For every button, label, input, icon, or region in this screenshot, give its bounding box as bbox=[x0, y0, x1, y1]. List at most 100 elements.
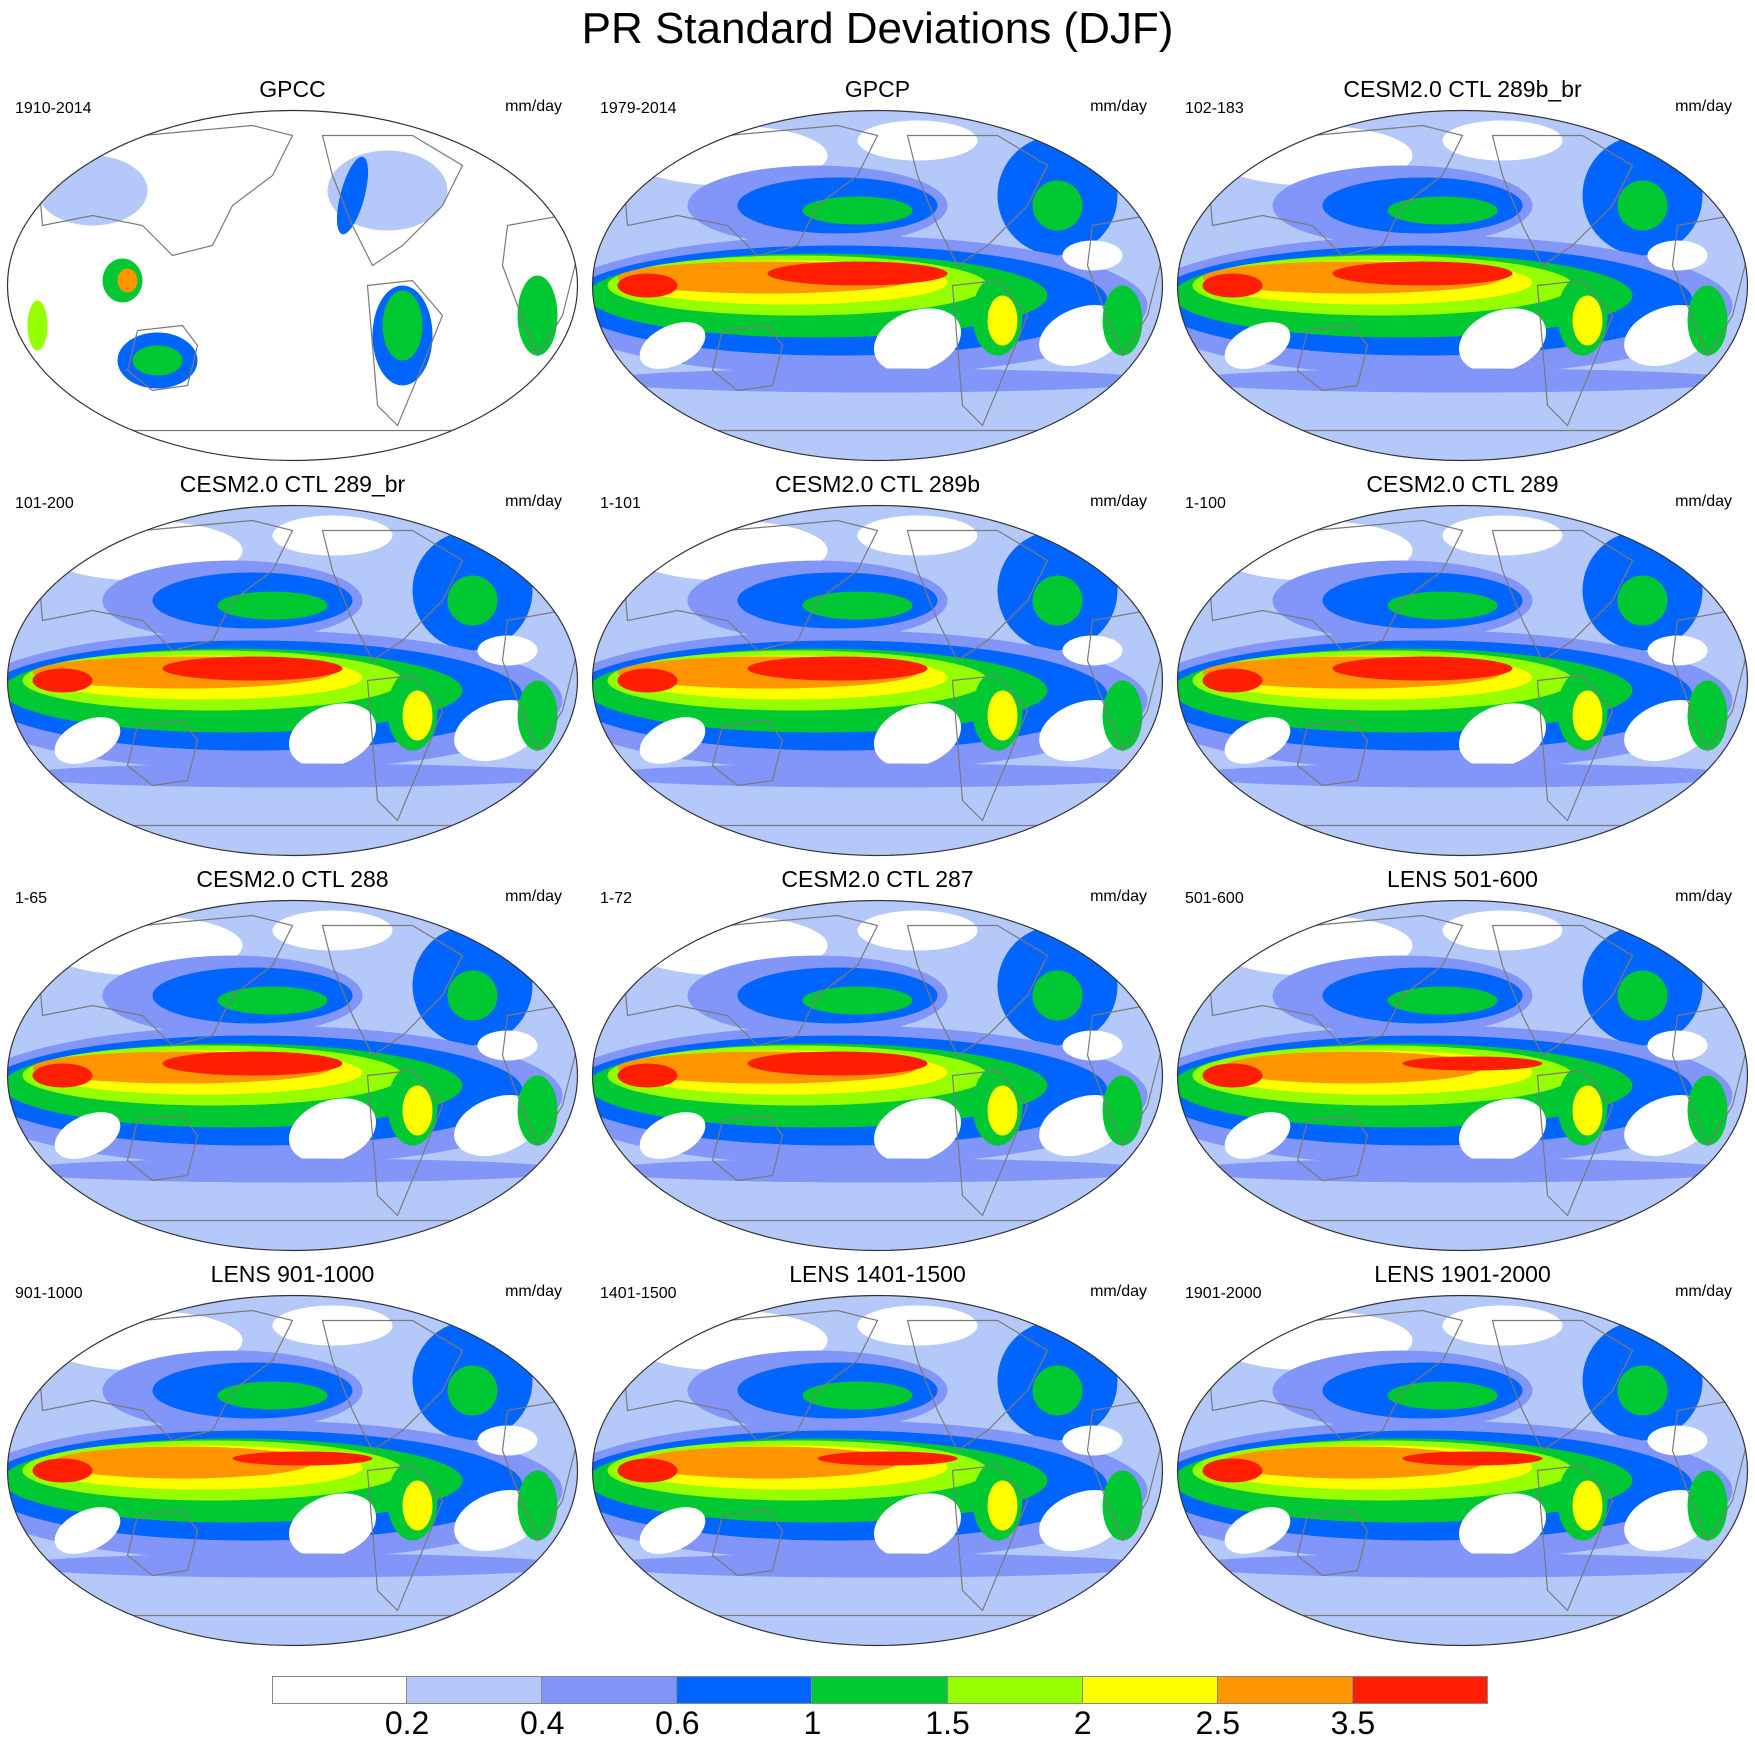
colorbar-box bbox=[1082, 1676, 1218, 1704]
map-plot bbox=[6, 504, 579, 857]
s-indian-dry bbox=[639, 1507, 706, 1554]
panel-period: 1401-1500 bbox=[600, 1285, 677, 1302]
precip-field bbox=[592, 505, 1163, 856]
colorbar-label: 1.5 bbox=[925, 1705, 970, 1741]
precip-field bbox=[7, 505, 578, 856]
indian-core bbox=[1202, 668, 1263, 693]
namerica-coastline bbox=[321, 529, 464, 662]
enso-core bbox=[232, 1451, 373, 1466]
namerica-coastline bbox=[1491, 529, 1634, 662]
natl-storm-core bbox=[1032, 1365, 1083, 1416]
so-band bbox=[12, 1553, 573, 1578]
map-plot bbox=[591, 1294, 1164, 1647]
sahara-dry bbox=[1062, 1030, 1123, 1061]
s-indian-dry bbox=[639, 1112, 706, 1159]
map-panel: CESM2.0 CTL 289b_br 102-183 mm/day bbox=[1175, 75, 1750, 470]
africa-field bbox=[517, 1470, 558, 1541]
colorbar-label: 1 bbox=[803, 1705, 822, 1741]
colorbar-label: 3.5 bbox=[1330, 1705, 1376, 1741]
se-pacific-dry bbox=[1458, 308, 1547, 373]
amazon-core bbox=[1572, 295, 1603, 346]
namerica-coastline bbox=[906, 134, 1049, 267]
africa-field bbox=[1687, 1470, 1728, 1541]
so-band bbox=[597, 368, 1158, 393]
panel-period: 1-72 bbox=[600, 890, 633, 907]
map-plot bbox=[6, 1294, 579, 1647]
panel-period: 1901-2000 bbox=[1185, 1285, 1262, 1302]
sahara-dry bbox=[1647, 635, 1708, 666]
indian-core bbox=[617, 273, 678, 298]
indian-core bbox=[32, 1458, 93, 1483]
panel-period: 102-183 bbox=[1185, 100, 1244, 117]
panel-units: mm/day bbox=[505, 888, 562, 905]
arctic-low bbox=[857, 910, 978, 951]
africa-field bbox=[1102, 285, 1143, 356]
australia-coastline bbox=[1296, 719, 1369, 787]
map-plot bbox=[591, 109, 1164, 462]
colorbar-box bbox=[1217, 1676, 1353, 1704]
s-indian-dry bbox=[1224, 1112, 1291, 1159]
map-plot bbox=[6, 109, 579, 462]
colorbar-label: 2 bbox=[1073, 1705, 1092, 1741]
sahara-dry bbox=[1647, 240, 1708, 271]
map-outline bbox=[6, 899, 579, 1252]
panel-units: mm/day bbox=[505, 493, 562, 510]
se-pacific-dry bbox=[288, 1493, 377, 1558]
australia-coastline bbox=[711, 1509, 784, 1577]
africa-field bbox=[1687, 285, 1728, 356]
africa-field bbox=[517, 275, 558, 356]
samerica-coastline bbox=[1536, 1464, 1614, 1612]
indian-core bbox=[1202, 1458, 1263, 1483]
colorbar-label: 0.6 bbox=[655, 1705, 700, 1741]
panel-units: mm/day bbox=[1090, 98, 1147, 115]
natl-storm-core bbox=[1617, 180, 1668, 231]
samerica-coastline bbox=[366, 279, 444, 427]
samerica-coastline bbox=[951, 674, 1029, 822]
namerica-coastline bbox=[906, 1319, 1049, 1452]
asia-coastline bbox=[621, 1309, 879, 1442]
samerica-coastline bbox=[951, 1464, 1029, 1612]
precip-field bbox=[7, 1295, 578, 1646]
se-pacific-dry bbox=[288, 1098, 377, 1163]
sahara-dry bbox=[477, 635, 538, 666]
map-outline bbox=[591, 1294, 1164, 1647]
amazon-core bbox=[1572, 690, 1603, 741]
amazon-core bbox=[1572, 1085, 1603, 1136]
map-panel: GPCC 1910-2014 mm/day bbox=[5, 75, 580, 470]
panel-period: 1910-2014 bbox=[15, 100, 92, 117]
namerica-coastline bbox=[906, 529, 1049, 662]
s-indian-dry bbox=[639, 322, 706, 369]
amazon-core bbox=[987, 1480, 1018, 1531]
so-band bbox=[1182, 763, 1743, 788]
se-pacific-dry bbox=[873, 1098, 962, 1163]
sahara-dry bbox=[477, 1425, 538, 1456]
southern-ocean bbox=[7, 1565, 578, 1616]
indian-core bbox=[32, 1063, 93, 1088]
map-panel: CESM2.0 CTL 289_br 101-200 mm/day bbox=[5, 470, 580, 865]
colorbar-label: 0.4 bbox=[519, 1705, 565, 1741]
colorbar-box bbox=[1352, 1676, 1488, 1704]
australia-coastline bbox=[126, 324, 199, 392]
precip-field bbox=[1177, 1295, 1748, 1646]
panel-title: CESM2.0 CTL 289 bbox=[1366, 471, 1559, 497]
australia-coastline bbox=[711, 719, 784, 787]
indian-core bbox=[617, 1458, 678, 1483]
panel-period: 901-1000 bbox=[15, 1285, 83, 1302]
enso-core bbox=[1402, 1056, 1543, 1071]
so-band bbox=[12, 1158, 573, 1183]
sahara-dry bbox=[1062, 635, 1123, 666]
amazon-core bbox=[402, 690, 433, 741]
s-indian-dry bbox=[1224, 1507, 1291, 1554]
southern-ocean bbox=[7, 775, 578, 826]
australia-core bbox=[132, 345, 183, 376]
enso-core bbox=[1402, 1451, 1543, 1466]
arctic-low bbox=[1442, 1305, 1563, 1346]
panel-title: LENS 1901-2000 bbox=[1374, 1261, 1551, 1287]
panel-title: GPCC bbox=[259, 76, 326, 102]
nw-coast-field bbox=[336, 156, 369, 235]
npac-storm-core bbox=[1387, 986, 1498, 1015]
colorbar-box bbox=[677, 1676, 813, 1704]
map-panel: CESM2.0 CTL 287 1-72 mm/day bbox=[590, 865, 1165, 1260]
samerica-coastline bbox=[951, 279, 1029, 427]
panel-units: mm/day bbox=[1090, 493, 1147, 510]
